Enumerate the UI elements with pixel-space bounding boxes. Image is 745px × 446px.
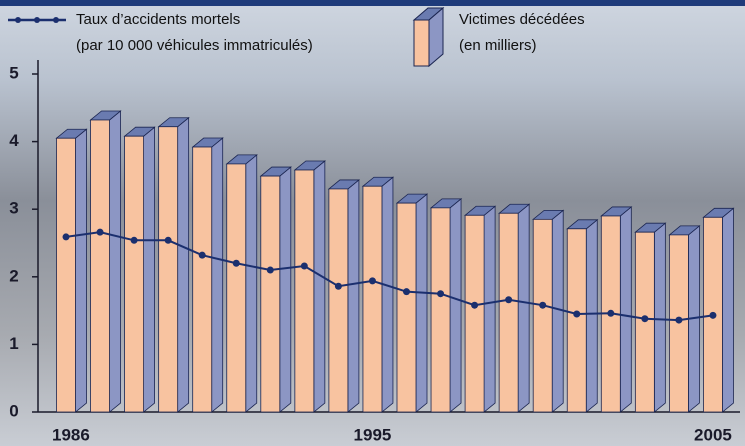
bar-side bbox=[280, 167, 291, 412]
bar-side bbox=[722, 208, 733, 412]
line-point bbox=[63, 233, 70, 240]
bar-side bbox=[348, 180, 359, 412]
line-point bbox=[267, 267, 274, 274]
line-point bbox=[403, 288, 410, 295]
legend-dot bbox=[53, 17, 59, 23]
legend-note: (par 10 000 véhicules immatriculés) bbox=[76, 37, 313, 54]
line-point bbox=[641, 315, 648, 322]
legend-label: Taux d’accidents mortels bbox=[76, 11, 240, 28]
bar bbox=[261, 176, 280, 412]
x-tick-label: 1986 bbox=[52, 425, 90, 444]
bar-side bbox=[552, 210, 563, 412]
bar bbox=[91, 120, 110, 412]
bar-side bbox=[382, 177, 393, 412]
bar-side bbox=[416, 194, 427, 412]
line-point bbox=[709, 312, 716, 319]
line-point bbox=[539, 302, 546, 309]
line-point bbox=[165, 237, 172, 244]
bar-side bbox=[144, 127, 155, 412]
bar-side bbox=[518, 204, 529, 412]
y-tick-label: 1 bbox=[9, 334, 18, 353]
bar bbox=[363, 186, 382, 412]
line-point bbox=[607, 310, 614, 317]
line-point bbox=[131, 237, 138, 244]
bar-side bbox=[484, 206, 495, 412]
bar bbox=[465, 215, 484, 412]
y-tick-label: 3 bbox=[9, 199, 18, 218]
bar-side bbox=[620, 207, 631, 412]
line-point bbox=[301, 262, 308, 269]
header-band bbox=[0, 0, 745, 6]
bar bbox=[397, 203, 416, 412]
legend-bar-icon bbox=[414, 8, 443, 66]
bar-side bbox=[110, 111, 121, 412]
legend-label: Victimes décédées bbox=[459, 11, 585, 28]
line-point bbox=[233, 260, 240, 267]
bar-side bbox=[450, 199, 461, 412]
bar-side bbox=[314, 161, 325, 412]
line-point bbox=[505, 296, 512, 303]
legend-dot bbox=[15, 17, 21, 23]
y-tick-label: 0 bbox=[9, 401, 18, 420]
bar bbox=[533, 219, 552, 412]
bar-side bbox=[654, 223, 665, 412]
bar bbox=[329, 189, 348, 412]
chart: Taux d’accidents mortels (par 10 000 véh… bbox=[0, 0, 745, 446]
y-tick-label: 5 bbox=[9, 63, 18, 82]
bar bbox=[499, 213, 518, 412]
line-point bbox=[335, 283, 342, 290]
bar-side bbox=[76, 129, 87, 412]
bar bbox=[227, 164, 246, 412]
x-tick-label: 1995 bbox=[354, 425, 392, 444]
bar bbox=[125, 136, 144, 412]
x-tick-label: 2005 bbox=[694, 425, 732, 444]
bar bbox=[431, 208, 450, 412]
bar-side bbox=[212, 138, 223, 412]
bar bbox=[567, 229, 586, 412]
legend-dot bbox=[34, 17, 40, 23]
bar-side bbox=[178, 118, 189, 412]
y-tick-label: 4 bbox=[9, 131, 19, 150]
y-tick-label: 2 bbox=[9, 266, 18, 285]
line-point bbox=[573, 310, 580, 317]
line-point bbox=[471, 302, 478, 309]
line-point bbox=[437, 290, 444, 297]
line-point bbox=[675, 317, 682, 324]
bar-side bbox=[246, 155, 257, 412]
bar bbox=[159, 127, 178, 412]
line-point bbox=[97, 229, 104, 236]
bar bbox=[295, 170, 314, 412]
bar-side bbox=[586, 220, 597, 412]
bar bbox=[193, 147, 212, 412]
line-point bbox=[369, 277, 376, 284]
legend-note: (en milliers) bbox=[459, 37, 537, 54]
line-point bbox=[199, 252, 206, 259]
bar bbox=[57, 138, 76, 412]
